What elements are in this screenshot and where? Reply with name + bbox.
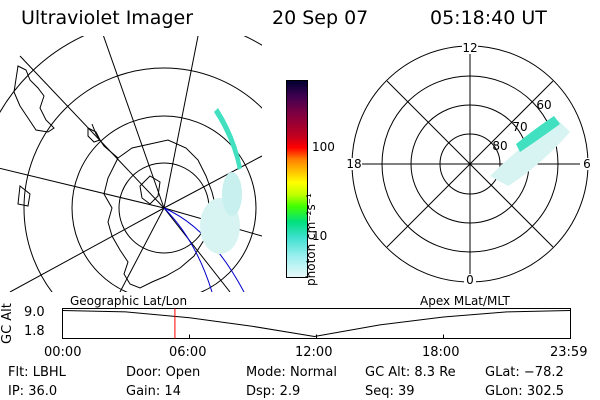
colorbar-unit-label: photon cm⁻²s⁻¹ bbox=[304, 193, 318, 286]
aurora-oval bbox=[490, 120, 570, 186]
status-gain-value: 14 bbox=[164, 384, 181, 399]
image-time: 05:18:40 UT bbox=[430, 7, 547, 29]
meridian-line bbox=[119, 207, 165, 292]
mlat-label-70: 70 bbox=[512, 120, 527, 134]
status-seq-value: 39 bbox=[398, 384, 415, 399]
left-map-label: Geographic Lat/Lon bbox=[70, 294, 188, 308]
altitude-series-line bbox=[62, 310, 571, 338]
status-gcalt: GC Alt: 8.3 Re bbox=[365, 365, 456, 380]
south-america-coast bbox=[13, 65, 55, 133]
meridian-line bbox=[0, 167, 165, 209]
antarctica-coastline bbox=[103, 139, 217, 289]
meridian-line bbox=[163, 207, 231, 292]
right-map-label: Apex MLat/MLT bbox=[420, 294, 510, 308]
aurora-emission bbox=[200, 108, 242, 254]
time-tick-1800: 18:00 bbox=[422, 345, 460, 360]
magnetic-polar-plot: 12 18 6 0 60 70 80 bbox=[342, 41, 594, 287]
clock-label-top: 12 bbox=[462, 41, 477, 55]
meridian-line bbox=[163, 155, 262, 209]
time-tick-1200: 12:00 bbox=[295, 345, 333, 360]
colorbar-tick-10: 10 bbox=[312, 229, 328, 243]
status-dsp: Dsp: 2.9 bbox=[246, 384, 301, 399]
status-dsp-value: 2.9 bbox=[279, 384, 301, 399]
ice-shelf-outline bbox=[139, 175, 161, 205]
meridian-line bbox=[19, 55, 165, 209]
clock-label-bg bbox=[464, 274, 476, 286]
status-glat-value: −78.2 bbox=[523, 365, 564, 380]
status-ip: IP: 36.0 bbox=[8, 384, 58, 399]
mlat-label-60: 60 bbox=[536, 98, 551, 112]
meridian-line bbox=[163, 36, 199, 209]
meridian-line bbox=[9, 207, 165, 292]
status-glat: GLat: −78.2 bbox=[485, 365, 564, 380]
mlat-label-80: 80 bbox=[492, 139, 507, 153]
clock-label-right: 6 bbox=[583, 157, 591, 171]
status-door-value: Open bbox=[165, 365, 201, 380]
status-mode-value: Normal bbox=[289, 365, 337, 380]
aurora-diffuse bbox=[222, 172, 242, 216]
island-outline bbox=[87, 127, 101, 143]
altitude-ytick-low: 1.8 bbox=[24, 324, 45, 339]
time-tick-0600: 06:00 bbox=[169, 345, 207, 360]
status-flt: Flt: LBHL bbox=[8, 365, 66, 380]
clock-label-left: 18 bbox=[346, 157, 361, 171]
status-ip-value: 36.0 bbox=[28, 384, 58, 399]
colorbar bbox=[286, 80, 308, 278]
time-tick-0000: 00:00 bbox=[44, 345, 82, 360]
status-door: Door: Open bbox=[126, 365, 201, 380]
aurora-arc bbox=[516, 116, 560, 152]
app-title: Ultraviolet Imager bbox=[21, 7, 194, 29]
mlt-line bbox=[386, 80, 554, 248]
status-glon-value: 302.5 bbox=[526, 384, 565, 399]
geographic-map bbox=[0, 36, 262, 292]
colorbar-tick-100: 100 bbox=[312, 140, 335, 154]
image-date: 20 Sep 07 bbox=[272, 7, 369, 29]
altitude-plot bbox=[62, 308, 571, 339]
clock-label-bg bbox=[462, 42, 478, 54]
clock-label-bg bbox=[580, 158, 594, 170]
altitude-ytick-high: 9.0 bbox=[24, 305, 45, 320]
island-outline bbox=[17, 185, 31, 207]
time-tick-2359: 23:59 bbox=[550, 345, 588, 360]
clock-label-bg bbox=[342, 158, 362, 170]
orbit-track bbox=[163, 207, 213, 292]
status-seq: Seq: 39 bbox=[365, 384, 415, 399]
status-mode: Mode: Normal bbox=[246, 365, 337, 380]
aurora-arc bbox=[214, 108, 242, 170]
lat-circle bbox=[23, 67, 262, 292]
clock-label-bottom: 0 bbox=[466, 273, 474, 287]
aurora-emission-polar bbox=[490, 116, 570, 186]
altitude-axis-label: GC Alt bbox=[0, 303, 15, 344]
lat-circle bbox=[71, 115, 257, 292]
status-gain: Gain: 14 bbox=[126, 384, 181, 399]
status-glon: GLon: 302.5 bbox=[485, 384, 565, 399]
status-gcalt-value: 8.3 Re bbox=[414, 365, 456, 380]
status-flt-value: LBHL bbox=[32, 365, 66, 380]
